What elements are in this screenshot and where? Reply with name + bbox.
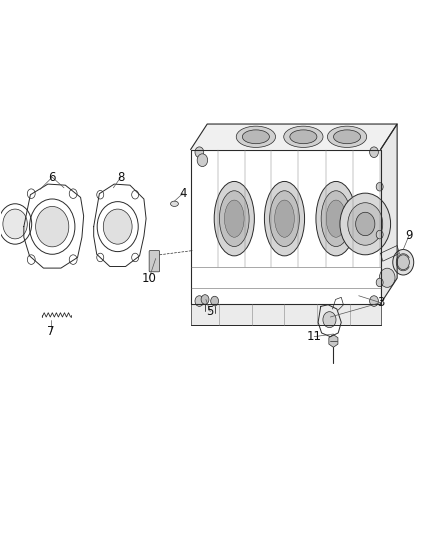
Ellipse shape — [333, 130, 360, 144]
Text: 6: 6 — [49, 171, 56, 184]
Ellipse shape — [328, 126, 367, 148]
Ellipse shape — [270, 191, 299, 247]
Circle shape — [376, 230, 383, 239]
Text: 11: 11 — [307, 330, 321, 343]
Polygon shape — [381, 124, 397, 304]
Circle shape — [397, 255, 410, 270]
Circle shape — [370, 296, 378, 306]
Circle shape — [201, 295, 209, 304]
Circle shape — [97, 190, 104, 199]
Ellipse shape — [275, 200, 294, 237]
Ellipse shape — [236, 126, 276, 148]
Circle shape — [211, 296, 219, 306]
Circle shape — [340, 193, 391, 255]
Ellipse shape — [265, 181, 304, 256]
Circle shape — [370, 147, 378, 158]
Circle shape — [27, 255, 35, 264]
Text: 3: 3 — [377, 296, 384, 309]
Ellipse shape — [290, 130, 317, 144]
Circle shape — [35, 206, 69, 247]
Text: 4: 4 — [180, 187, 187, 200]
Circle shape — [195, 296, 204, 306]
Ellipse shape — [326, 200, 346, 237]
Circle shape — [348, 203, 383, 245]
Circle shape — [356, 212, 375, 236]
Circle shape — [97, 253, 104, 262]
Ellipse shape — [242, 130, 269, 144]
Text: 7: 7 — [47, 325, 55, 338]
Text: 8: 8 — [117, 171, 124, 184]
Ellipse shape — [316, 181, 356, 256]
Ellipse shape — [170, 201, 178, 206]
Ellipse shape — [224, 200, 244, 237]
FancyBboxPatch shape — [149, 251, 159, 272]
Polygon shape — [191, 304, 381, 325]
Circle shape — [376, 182, 383, 191]
Circle shape — [69, 255, 77, 264]
Circle shape — [376, 278, 383, 287]
Text: 10: 10 — [142, 272, 156, 285]
Ellipse shape — [321, 191, 351, 247]
Circle shape — [197, 154, 208, 166]
Text: 5: 5 — [207, 305, 214, 318]
Circle shape — [132, 190, 139, 199]
Circle shape — [103, 209, 132, 244]
Circle shape — [393, 249, 414, 275]
Ellipse shape — [284, 126, 323, 148]
Circle shape — [323, 312, 336, 328]
Circle shape — [132, 253, 139, 262]
Circle shape — [195, 147, 204, 158]
Circle shape — [3, 209, 27, 239]
Ellipse shape — [219, 191, 249, 247]
Polygon shape — [329, 335, 338, 348]
Polygon shape — [191, 124, 397, 150]
Ellipse shape — [214, 181, 254, 256]
Circle shape — [379, 268, 395, 287]
Text: 9: 9 — [405, 229, 413, 242]
Circle shape — [27, 189, 35, 198]
Circle shape — [69, 189, 77, 198]
